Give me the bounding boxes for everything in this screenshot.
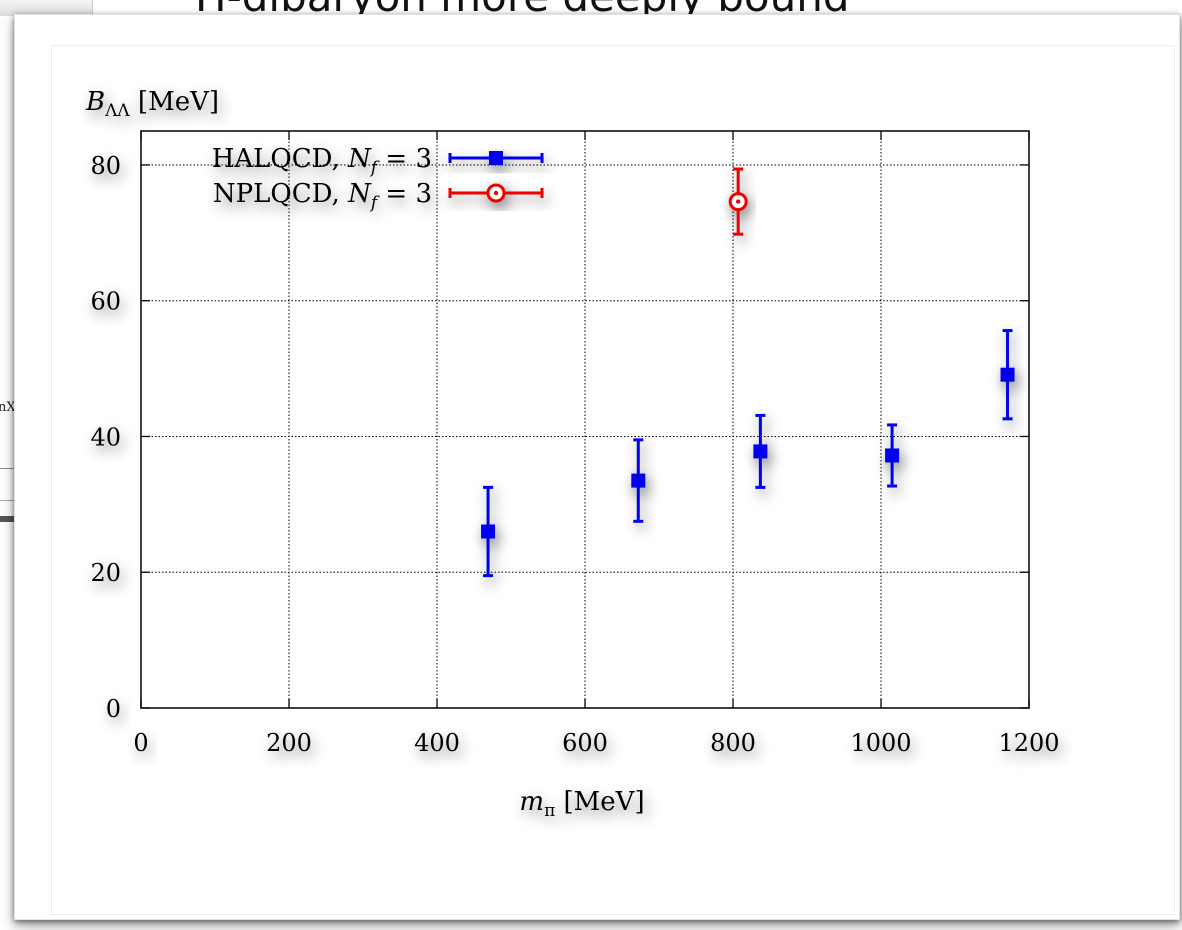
x-tick-label: 800 bbox=[710, 729, 756, 757]
data-point-center bbox=[493, 190, 499, 196]
x-tick-label: 200 bbox=[266, 729, 312, 757]
y-tick-label: 40 bbox=[90, 423, 121, 451]
legend-label: HALQCD, Nf = 3 bbox=[212, 144, 432, 178]
data-point-marker bbox=[885, 448, 900, 463]
x-tick-label: 400 bbox=[414, 729, 460, 757]
data-point bbox=[753, 413, 768, 489]
data-point bbox=[481, 485, 496, 578]
data-point bbox=[631, 438, 646, 523]
x-axis-label: mπ [MeV] bbox=[519, 787, 644, 821]
x-tick-label: 0 bbox=[133, 729, 148, 757]
backdrop-tab bbox=[0, 0, 93, 16]
tick-labels: 0 200 400 600 800 1000 1200 0 20 40 60 80 bbox=[90, 152, 1059, 757]
axes bbox=[140, 130, 1030, 709]
x-tick-label: 600 bbox=[562, 729, 608, 757]
y-tick-label: 0 bbox=[106, 695, 121, 723]
x-tick-label: 1000 bbox=[850, 729, 911, 757]
backdrop-strip bbox=[0, 0, 1182, 16]
legend-symbol bbox=[448, 151, 544, 165]
data-point-marker bbox=[753, 444, 768, 459]
data-point bbox=[885, 423, 900, 488]
legend-label: NPLQCD, Nf = 3 bbox=[213, 179, 432, 213]
axis-labels: BΛΛ [MeV] mπ [MeV] bbox=[85, 87, 645, 821]
data-point bbox=[728, 167, 748, 236]
backdrop-side-text: nX bbox=[0, 400, 16, 415]
data-point-center bbox=[735, 199, 741, 204]
grid bbox=[141, 131, 1029, 708]
y-tick-label: 20 bbox=[90, 559, 121, 587]
series bbox=[728, 167, 748, 236]
data-point bbox=[1000, 329, 1015, 421]
figure-frame bbox=[51, 45, 1175, 915]
y-tick-label: 80 bbox=[90, 152, 121, 180]
data-series bbox=[481, 167, 1015, 578]
backdrop-title: H-dibaryon more deeply bound bbox=[195, 0, 850, 16]
data-point-marker bbox=[1000, 367, 1015, 382]
data-point-marker bbox=[481, 524, 496, 539]
data-point-marker bbox=[631, 473, 646, 488]
y-axis-label: BΛΛ [MeV] bbox=[85, 87, 219, 121]
y-tick-label: 60 bbox=[90, 288, 121, 316]
series bbox=[481, 329, 1015, 578]
data-point-marker bbox=[489, 151, 503, 165]
x-tick-label: 1200 bbox=[998, 729, 1059, 757]
legend-symbol bbox=[448, 183, 544, 203]
backdrop-title-clip: H-dibaryon more deeply bound bbox=[150, 0, 1030, 16]
